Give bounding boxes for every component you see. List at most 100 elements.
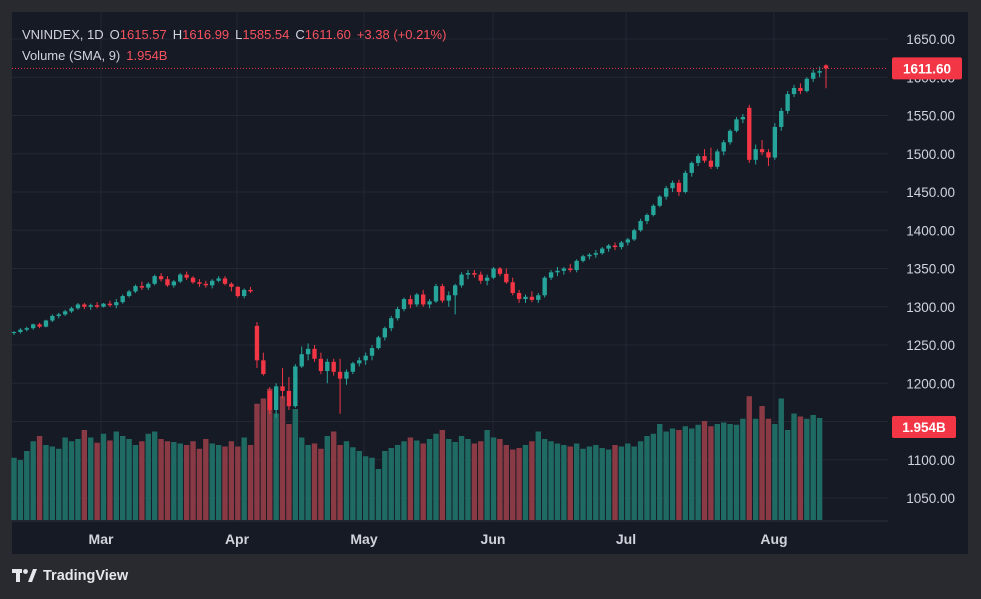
candle-body [593, 253, 599, 255]
candle-body [305, 348, 311, 355]
price-tick-label: 1300.00 [906, 300, 955, 315]
candle-body [146, 283, 151, 288]
volume-bar [573, 443, 580, 520]
volume-bar [593, 445, 599, 520]
candle-body [82, 304, 87, 307]
symbol-label[interactable]: VNINDEX, 1D [22, 27, 104, 42]
candle-body [580, 256, 586, 261]
volume-tag [892, 416, 956, 438]
candle-body [625, 239, 630, 243]
volume-bar [446, 439, 452, 520]
candle-body [721, 142, 726, 152]
volume-bar [682, 426, 689, 520]
candle-body [178, 274, 183, 282]
volume-bar [548, 441, 554, 520]
candle-body [31, 324, 36, 329]
volume-bar [11, 457, 17, 520]
candle-body [312, 348, 317, 359]
candle-body [689, 162, 694, 173]
volume-bar [541, 439, 548, 520]
candle-body [18, 329, 23, 332]
volume-bar [151, 431, 158, 520]
volume-bar [605, 449, 612, 520]
volume-bar [433, 433, 439, 520]
volume-bar [714, 424, 721, 520]
high-value: 1616.99 [182, 27, 230, 42]
candle-body [280, 386, 285, 391]
volume-bar [478, 441, 484, 520]
volume-bar [618, 446, 625, 520]
volume-bar [414, 440, 420, 520]
tradingview-logo[interactable]: TradingView [12, 567, 128, 584]
candle-body [293, 366, 298, 407]
candle-body [600, 248, 605, 254]
volume-bar [343, 441, 350, 520]
candle-body [24, 328, 29, 330]
price-tick-label: 1100.00 [907, 453, 955, 468]
volume-bar [68, 441, 75, 520]
candle-body [318, 358, 324, 372]
chart-legend: VNINDEX, 1D O1615.57 H1616.99 L1585.54 C1611… [22, 24, 446, 66]
candle-body [785, 94, 790, 111]
candle-body [267, 390, 272, 411]
volume-bar [522, 445, 529, 520]
volume-bar [292, 409, 299, 520]
volume-bar [407, 437, 414, 520]
volume-bar [81, 430, 88, 520]
price-tick-label: 1650.00 [906, 32, 955, 47]
volume-bar [196, 448, 203, 520]
candle-body [702, 156, 707, 161]
candle-body [632, 230, 637, 240]
volume-bar [190, 441, 196, 520]
candle-body [523, 296, 528, 300]
candle-body [772, 126, 778, 158]
candle-body [568, 268, 573, 271]
candle-body [325, 361, 330, 372]
candle-body [497, 268, 503, 274]
volume-bar [164, 441, 171, 520]
candle-body [43, 320, 49, 327]
volume-bar [740, 418, 746, 520]
volume-study-label[interactable]: Volume (SMA, 9) [22, 48, 121, 63]
price-tick-label: 1050.00 [906, 491, 955, 506]
candle-body [357, 360, 362, 364]
volume-bar [420, 443, 426, 520]
volume-bar [305, 445, 311, 520]
volume-bar [567, 446, 573, 520]
volume-bar [139, 441, 145, 520]
price-tick-label: 1200.00 [906, 376, 955, 391]
volume-bar [810, 415, 816, 520]
volume-bar [759, 406, 765, 520]
candle-body [107, 303, 113, 306]
candle-body [676, 182, 682, 192]
volume-bar [695, 424, 701, 520]
candle-body [421, 294, 426, 305]
last-price-tag-text: 1611.60 [903, 61, 951, 76]
volume-bar [145, 433, 151, 520]
candle-body [555, 270, 560, 273]
candle-body [101, 303, 106, 307]
volume-bar [17, 460, 24, 520]
candle-body [612, 245, 618, 248]
volume-bar [516, 448, 522, 520]
close-label: C [295, 27, 305, 42]
candle-body [229, 283, 234, 287]
volume-bar [484, 430, 490, 520]
volume-bar [497, 439, 503, 520]
volume-bar [580, 448, 586, 520]
volume-bar [356, 451, 362, 520]
candle-body [395, 309, 400, 319]
candle-body [165, 279, 170, 286]
volume-bar [100, 433, 107, 520]
time-tick-label: Mar [89, 531, 114, 547]
volume-bar [701, 421, 708, 520]
candle-body [190, 277, 196, 283]
candle-body [350, 363, 356, 372]
volume-bar [222, 446, 228, 520]
volume-bar [752, 418, 759, 520]
candle-body [606, 245, 611, 249]
volume-bar [452, 442, 458, 520]
volume-bar [689, 428, 695, 520]
candle-body [120, 296, 125, 303]
